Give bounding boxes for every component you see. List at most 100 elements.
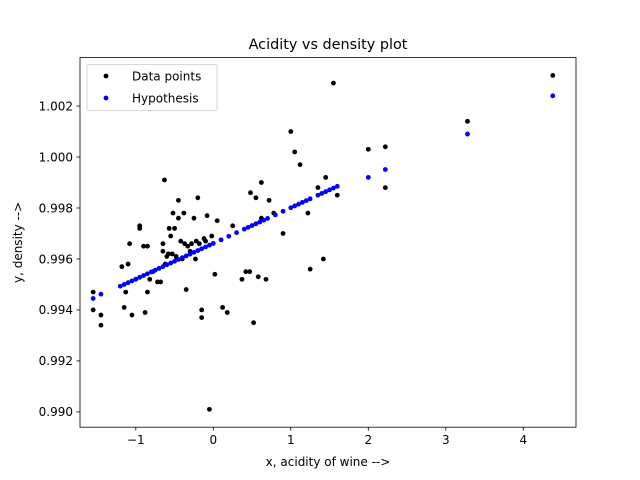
data-point <box>243 269 249 275</box>
data-point <box>465 118 470 124</box>
hypothesis-point <box>125 280 131 286</box>
data-point <box>305 210 311 216</box>
hypothesis-point <box>288 205 294 211</box>
data-point <box>119 264 125 270</box>
data-point <box>209 233 215 239</box>
data-point <box>214 218 220 224</box>
data-point <box>253 195 259 201</box>
data-point <box>220 305 226 310</box>
data-point <box>280 231 286 236</box>
series-hypothesis <box>90 93 556 301</box>
data-point <box>199 307 205 313</box>
data-point <box>125 261 131 267</box>
data-point <box>196 241 202 247</box>
data-point <box>224 310 230 315</box>
data-point <box>255 274 261 280</box>
hypothesis-point <box>129 278 135 284</box>
data-point <box>176 215 181 221</box>
data-point <box>288 129 294 134</box>
hypothesis-point <box>550 93 556 99</box>
x-tick-label: 4 <box>519 433 527 447</box>
x-tick-label: 3 <box>442 433 450 447</box>
hypothesis-point <box>168 260 174 266</box>
hypothesis-point <box>327 187 332 193</box>
data-point <box>203 238 208 244</box>
hypothesis-point <box>296 201 301 207</box>
hypothesis-point <box>323 189 329 195</box>
hypothesis-point <box>331 185 336 191</box>
data-point <box>90 289 96 295</box>
hypothesis-point <box>382 167 388 172</box>
data-point <box>204 213 210 219</box>
data-point <box>297 162 303 168</box>
data-point <box>123 289 129 295</box>
data-point <box>251 320 256 326</box>
hypothesis-point <box>307 196 313 202</box>
data-point <box>263 276 269 282</box>
x-tick-label: −1 <box>127 433 145 447</box>
y-tick-label: 0.996 <box>39 252 73 266</box>
data-point <box>191 215 197 221</box>
data-point <box>248 190 253 196</box>
hypothesis-point <box>145 271 150 277</box>
data-point <box>90 307 96 313</box>
data-point <box>129 312 135 318</box>
data-point <box>239 276 245 282</box>
data-point <box>181 210 187 216</box>
axes-frame <box>79 57 577 428</box>
hypothesis-point <box>117 283 123 289</box>
hypothesis-point <box>365 175 371 180</box>
hypothesis-point <box>241 226 247 232</box>
data-point <box>230 223 236 229</box>
y-tick-label: 0.994 <box>39 303 73 317</box>
y-axis-label: y, density --> <box>11 202 25 283</box>
data-point <box>193 256 198 262</box>
data-point <box>160 248 166 254</box>
data-point <box>169 251 175 257</box>
x-axis-ticks: −1 0 1 2 3 4 <box>127 427 527 447</box>
data-point <box>365 146 371 152</box>
data-point <box>331 80 336 86</box>
hypothesis-point <box>156 266 162 271</box>
hypothesis-point <box>203 244 208 250</box>
legend-box <box>86 64 218 111</box>
x-axis-label: x, acidity of wine --> <box>266 455 391 469</box>
hypothesis-point <box>176 257 181 262</box>
hypothesis-point <box>141 273 146 278</box>
y-tick-label: 1.000 <box>39 150 73 164</box>
data-point <box>195 195 201 201</box>
hypothesis-point <box>261 217 267 223</box>
data-point <box>212 271 218 277</box>
hypothesis-point <box>160 264 166 270</box>
hypothesis-point <box>245 224 251 230</box>
hypothesis-point <box>183 253 189 259</box>
data-point <box>334 192 340 198</box>
legend-label-data-points: Data points <box>132 69 201 83</box>
data-point <box>185 243 191 249</box>
hypothesis-point <box>187 251 193 257</box>
hypothesis-point <box>319 191 325 196</box>
data-point <box>166 225 172 231</box>
data-point <box>247 269 253 275</box>
data-point <box>121 305 127 310</box>
hypothesis-point <box>249 223 255 228</box>
hypothesis-point <box>272 212 278 218</box>
data-point <box>127 241 132 247</box>
hypothesis-point <box>253 221 259 227</box>
legend-marker-hypothesis <box>103 95 109 101</box>
legend-label-hypothesis: Hypothesis <box>132 91 199 105</box>
data-point <box>98 322 104 328</box>
x-tick-label: 1 <box>287 433 295 447</box>
hypothesis-point <box>226 233 232 239</box>
hypothesis-point <box>179 255 185 261</box>
legend: Data points Hypothesis <box>86 64 218 111</box>
data-point <box>158 279 164 285</box>
hypothesis-point <box>234 230 239 236</box>
data-point <box>323 175 329 180</box>
data-point <box>315 185 321 191</box>
hypothesis-point <box>210 241 216 246</box>
data-point <box>176 197 181 203</box>
y-tick-label: 0.990 <box>39 405 73 419</box>
hypothesis-point <box>265 216 270 221</box>
chart-title: Acidity vs density plot <box>249 37 408 53</box>
